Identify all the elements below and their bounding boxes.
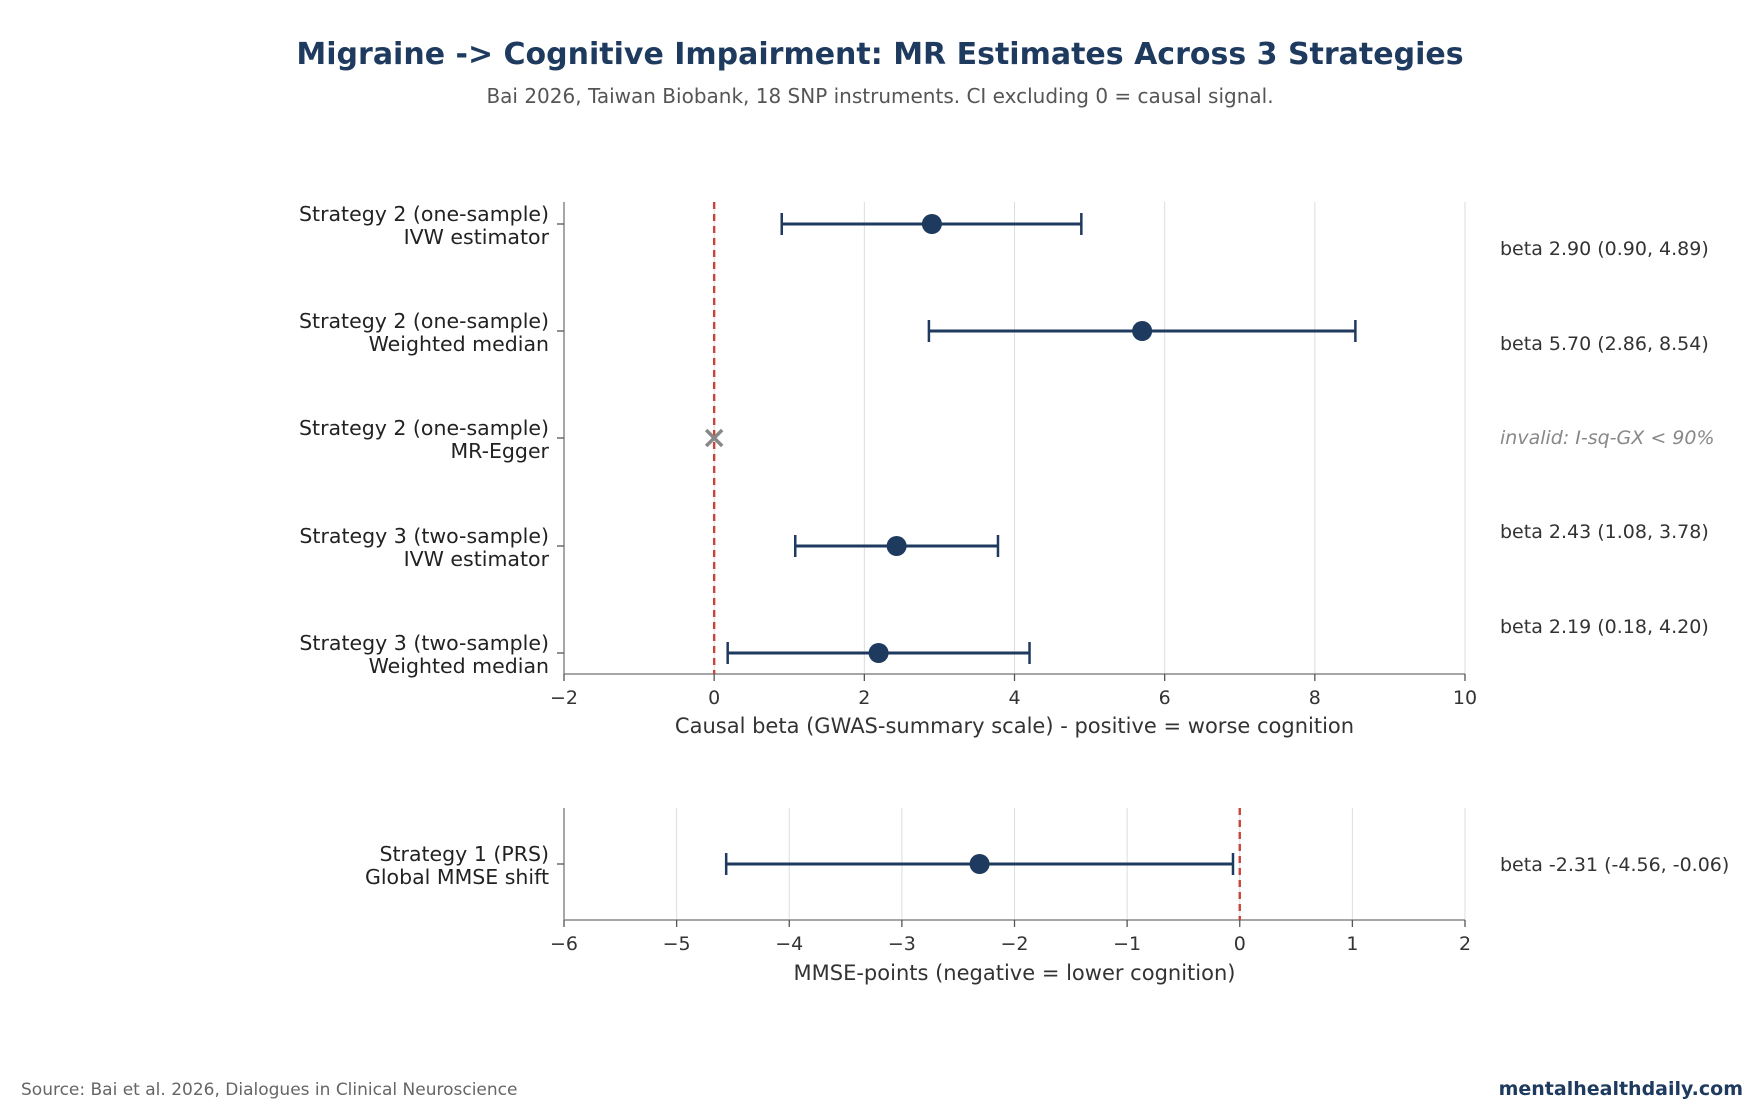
x-axis-label: MMSE-points (negative = lower cognition) <box>794 961 1236 985</box>
x-tick-label: 10 <box>1453 687 1477 709</box>
estimate-annotation: beta 2.43 (1.08, 3.78) <box>1500 521 1709 543</box>
row-label-method: Global MMSE shift <box>365 865 549 889</box>
chart-subtitle: Bai 2026, Taiwan Biobank, 18 SNP instrum… <box>486 84 1273 108</box>
row-label-method: IVW estimator <box>404 225 550 249</box>
x-tick-label: −3 <box>888 933 916 955</box>
invalid-marker <box>704 428 724 448</box>
row-label-strategy: Strategy 3 (two-sample) <box>299 631 549 655</box>
x-tick-label: −5 <box>663 933 691 955</box>
row-label-strategy: Strategy 2 (one-sample) <box>299 202 549 226</box>
row-label-strategy: Strategy 1 (PRS) <box>379 842 549 866</box>
x-tick-label: 0 <box>1234 933 1246 955</box>
estimate-annotation: beta 5.70 (2.86, 8.54) <box>1500 333 1709 355</box>
point-estimate <box>886 536 907 556</box>
x-tick-label: −1 <box>1113 933 1141 955</box>
point-estimate <box>969 854 990 874</box>
point-estimate <box>868 643 889 663</box>
x-tick-label: 8 <box>1309 687 1321 709</box>
source-note: Source: Bai et al. 2026, Dialogues in Cl… <box>21 1080 517 1100</box>
point-estimate <box>921 214 942 234</box>
point-estimate <box>1132 321 1153 341</box>
brand-label: mentalhealthdaily.com <box>1499 1078 1743 1100</box>
estimate-annotation: beta 2.90 (0.90, 4.89) <box>1500 238 1709 260</box>
x-tick-label: 0 <box>708 687 720 709</box>
x-axis-label: Causal beta (GWAS-summary scale) - posit… <box>675 714 1354 738</box>
estimate-annotation: beta -2.31 (-4.56, -0.06) <box>1500 854 1729 876</box>
x-tick-label: −2 <box>1000 933 1028 955</box>
row-label-method: Weighted median <box>369 332 549 356</box>
invalid-annotation: invalid: I-sq-GX < 90% <box>1500 427 1715 449</box>
x-tick-label: 1 <box>1346 933 1358 955</box>
estimate-annotation: beta 2.19 (0.18, 4.20) <box>1500 616 1709 638</box>
x-tick-label: 2 <box>858 687 870 709</box>
panel-strategy-1: −6 −5 −4 −3 −2 −1 0 1 2 MMSE-points (negative = l… <box>365 808 1729 985</box>
x-tick-label: 6 <box>1159 687 1171 709</box>
row-label-strategy: Strategy 2 (one-sample) <box>299 416 549 440</box>
row-label-strategy: Strategy 2 (one-sample) <box>299 309 549 333</box>
x-tick-label: −6 <box>550 933 578 955</box>
panel-strategy-2-3: −2 0 2 4 6 8 10 Causal beta (GWAS-summary scale… <box>299 202 1715 738</box>
chart-title: Migraine -> Cognitive Impairment: MR Est… <box>296 37 1463 72</box>
row-label-method: MR-Egger <box>450 439 549 463</box>
x-tick-label: 2 <box>1459 933 1471 955</box>
x-tick-label: −4 <box>775 933 803 955</box>
x-tick-label: −2 <box>550 687 578 709</box>
row-label-method: IVW estimator <box>404 547 550 571</box>
row-label-strategy: Strategy 3 (two-sample) <box>299 524 549 548</box>
row-label-method: Weighted median <box>369 654 549 678</box>
x-tick-label: 4 <box>1008 687 1020 709</box>
